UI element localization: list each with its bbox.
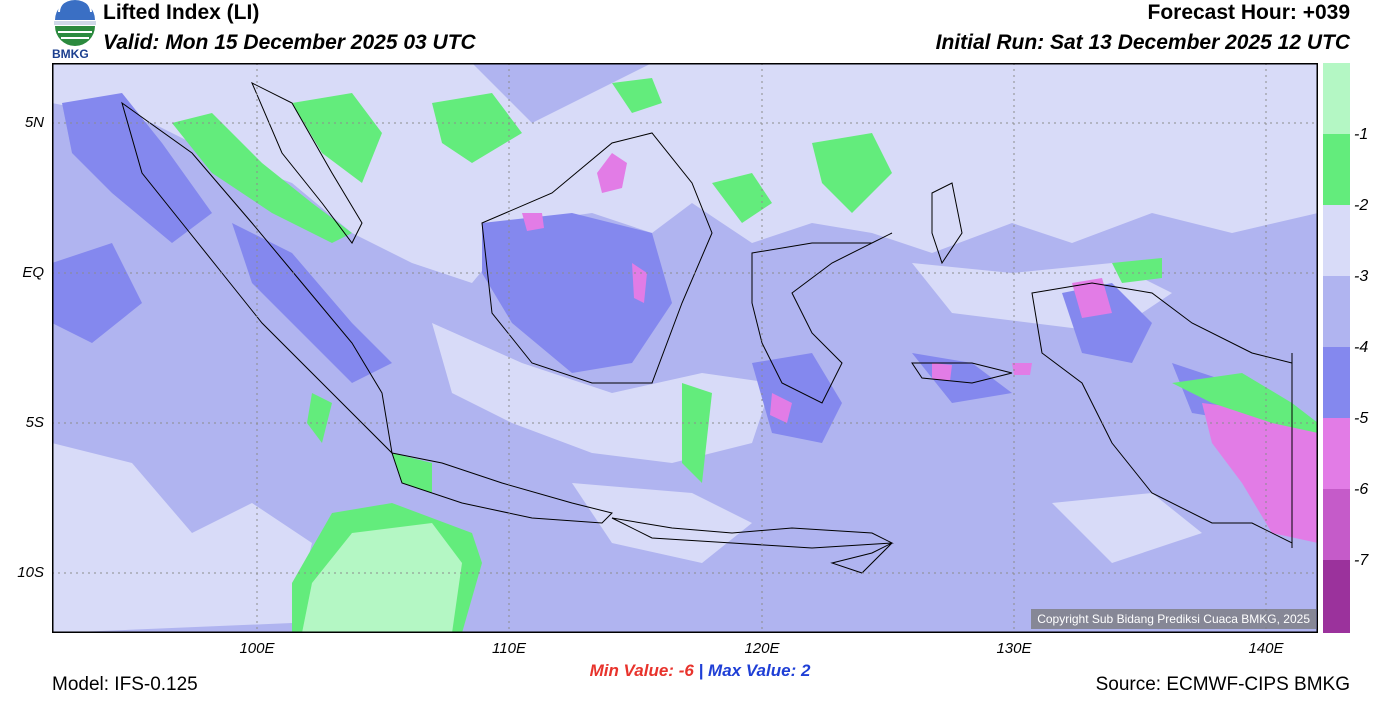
map-title: Lifted Index (LI) <box>103 1 260 24</box>
lon-tick-120e: 120E <box>744 640 780 657</box>
colorbar-tick-m5: -5 <box>1354 410 1369 427</box>
colorbar-swatch-2 <box>1323 205 1350 276</box>
coast-malay-peninsula <box>251 81 363 244</box>
min-value-label: Min Value: <box>589 661 674 680</box>
model-label: Model: IFS-0.125 <box>52 674 198 695</box>
colorbar-tick-m3: -3 <box>1354 268 1369 285</box>
coast-nusa-tenggara <box>611 517 894 549</box>
lifted-index-map <box>51 62 1319 634</box>
colorbar-tick-m4: -4 <box>1354 339 1369 356</box>
bmkg-logo <box>50 0 100 60</box>
min-max-values: Min Value: -6 | Max Value: 2 <box>0 661 1400 681</box>
lat-tick-5n: 5N <box>24 114 44 131</box>
field-magenta-patches <box>522 153 1318 543</box>
coast-seram <box>911 362 1013 384</box>
min-max-separator: | <box>698 661 704 680</box>
colorbar-tick-m6: -6 <box>1354 481 1369 498</box>
colorbar-swatch-0 <box>1323 63 1350 134</box>
lon-tick-100e: 100E <box>239 640 275 657</box>
coast-sumatra <box>121 101 393 455</box>
coast-timor <box>830 542 893 574</box>
lon-tick-110e: 110E <box>492 640 526 657</box>
valid-time: Valid: Mon 15 December 2025 03 UTC <box>103 31 476 54</box>
copyright-notice: Copyright Sub Bidang Prediksi Cuaca BMKG… <box>1031 609 1316 629</box>
colorbar <box>1323 63 1350 633</box>
colorbar-swatch-4 <box>1323 347 1350 418</box>
coast-halmahera <box>931 182 963 265</box>
coast-java <box>391 452 613 524</box>
lat-tick-eq: EQ <box>22 264 44 281</box>
colorbar-swatch-3 <box>1323 276 1350 347</box>
colorbar-tick-m1: -1 <box>1354 126 1369 143</box>
lon-tick-140e: 140E <box>1248 640 1284 657</box>
initial-run: Initial Run: Sat 13 December 2025 12 UTC <box>935 31 1350 54</box>
field-lightgreen-patch <box>302 523 462 633</box>
coast-sulawesi <box>751 232 893 404</box>
colorbar-swatch-6 <box>1323 489 1350 560</box>
lat-tick-10s: 10S <box>17 564 44 581</box>
gridlines <box>52 63 1318 633</box>
max-value-label: Max Value: <box>708 661 797 680</box>
colorbar-swatch-1 <box>1323 134 1350 205</box>
lon-tick-130e: 130E <box>996 640 1032 657</box>
colorbar-swatch-7 <box>1323 560 1350 633</box>
coast-papua <box>1031 282 1293 544</box>
coastlines <box>121 81 1293 574</box>
logo-text: BMKG <box>52 47 89 61</box>
colorbar-tick-m7: -7 <box>1354 552 1369 569</box>
colorbar-swatch-5 <box>1323 418 1350 489</box>
max-value: 2 <box>800 661 811 680</box>
lat-tick-5s: 5S <box>25 414 44 431</box>
map-frame <box>51 62 1319 634</box>
source-label: Source: ECMWF-CIPS BMKG <box>1095 674 1350 695</box>
coast-borneo <box>481 132 713 384</box>
colorbar-tick-m2: -2 <box>1354 197 1369 214</box>
min-value: -6 <box>678 661 694 680</box>
forecast-hour: Forecast Hour: +039 <box>1147 1 1351 24</box>
